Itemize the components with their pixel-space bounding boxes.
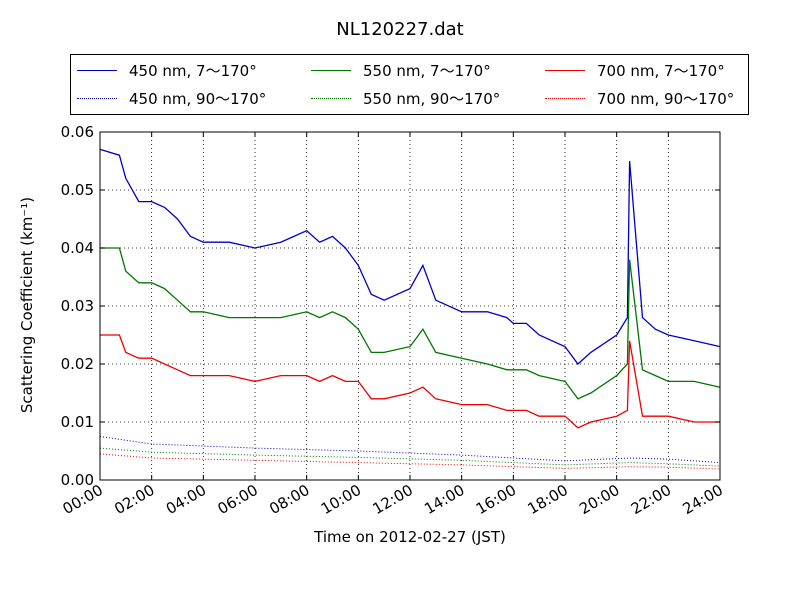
- legend-swatch: [545, 97, 585, 99]
- series-line-5: [99, 453, 721, 470]
- x-tick-label: 14:00: [421, 481, 467, 518]
- y-tick-label: 0.01: [61, 413, 94, 431]
- series-line-0: [99, 148, 721, 365]
- legend-label: 700 nm, 7～170°: [597, 61, 725, 80]
- x-tick-label: 06:00: [215, 481, 261, 518]
- y-axis-label: Scattering Coefficient (km⁻¹): [18, 196, 36, 414]
- legend-swatch: [77, 69, 117, 71]
- y-tick-label: 0.06: [61, 123, 94, 141]
- series-lines: [99, 148, 721, 470]
- grid-lines: [100, 132, 720, 480]
- legend-item: 700 nm, 90～170°: [545, 88, 734, 108]
- legend-item: 700 nm, 7～170°: [545, 60, 725, 80]
- x-tick-label: 02:00: [111, 481, 157, 518]
- y-tick-label: 0.02: [61, 355, 94, 373]
- legend-label: 450 nm, 7～170°: [129, 61, 257, 80]
- x-tick-label: 16:00: [473, 481, 519, 518]
- legend-label: 700 nm, 90～170°: [597, 89, 735, 108]
- legend-item: 450 nm, 90～170°: [77, 88, 266, 108]
- legend-label: 550 nm, 90～170°: [363, 89, 501, 108]
- chart-title: NL120227.dat: [336, 19, 464, 40]
- legend-swatch: [311, 97, 351, 99]
- x-tick-label: 08:00: [266, 481, 312, 518]
- legend-label: 550 nm, 7～170°: [363, 61, 491, 80]
- legend: 450 nm, 7～170° 550 nm, 7～170° 700 nm, 7～17…: [70, 54, 749, 115]
- legend-swatch: [77, 97, 117, 99]
- x-tick-label: 18:00: [525, 481, 571, 518]
- legend-item: 550 nm, 7～170°: [311, 60, 491, 80]
- x-tick-label: 20:00: [576, 481, 622, 518]
- legend-label: 450 nm, 90～170°: [129, 89, 267, 108]
- x-tick-label: 24:00: [680, 481, 726, 518]
- legend-swatch: [311, 69, 351, 71]
- x-tick-label: 12:00: [370, 481, 416, 518]
- x-tick-label: 04:00: [163, 481, 209, 518]
- x-tick-label: 22:00: [628, 481, 674, 518]
- y-tick-label: 0.05: [61, 181, 94, 199]
- x-tick-label: 10:00: [318, 481, 364, 518]
- y-tick-label: 0.04: [61, 239, 94, 257]
- legend-item: 450 nm, 7～170°: [77, 60, 257, 80]
- legend-item: 550 nm, 90～170°: [311, 88, 500, 108]
- legend-swatch: [545, 69, 585, 71]
- x-axis-label: Time on 2012-02-27 (JST): [314, 528, 506, 546]
- series-line-1: [100, 247, 721, 400]
- series-line-2: [100, 334, 720, 429]
- y-tick-label: 0.03: [61, 297, 94, 315]
- y-tick-label: 0.00: [61, 471, 94, 489]
- series-line-4: [99, 447, 721, 467]
